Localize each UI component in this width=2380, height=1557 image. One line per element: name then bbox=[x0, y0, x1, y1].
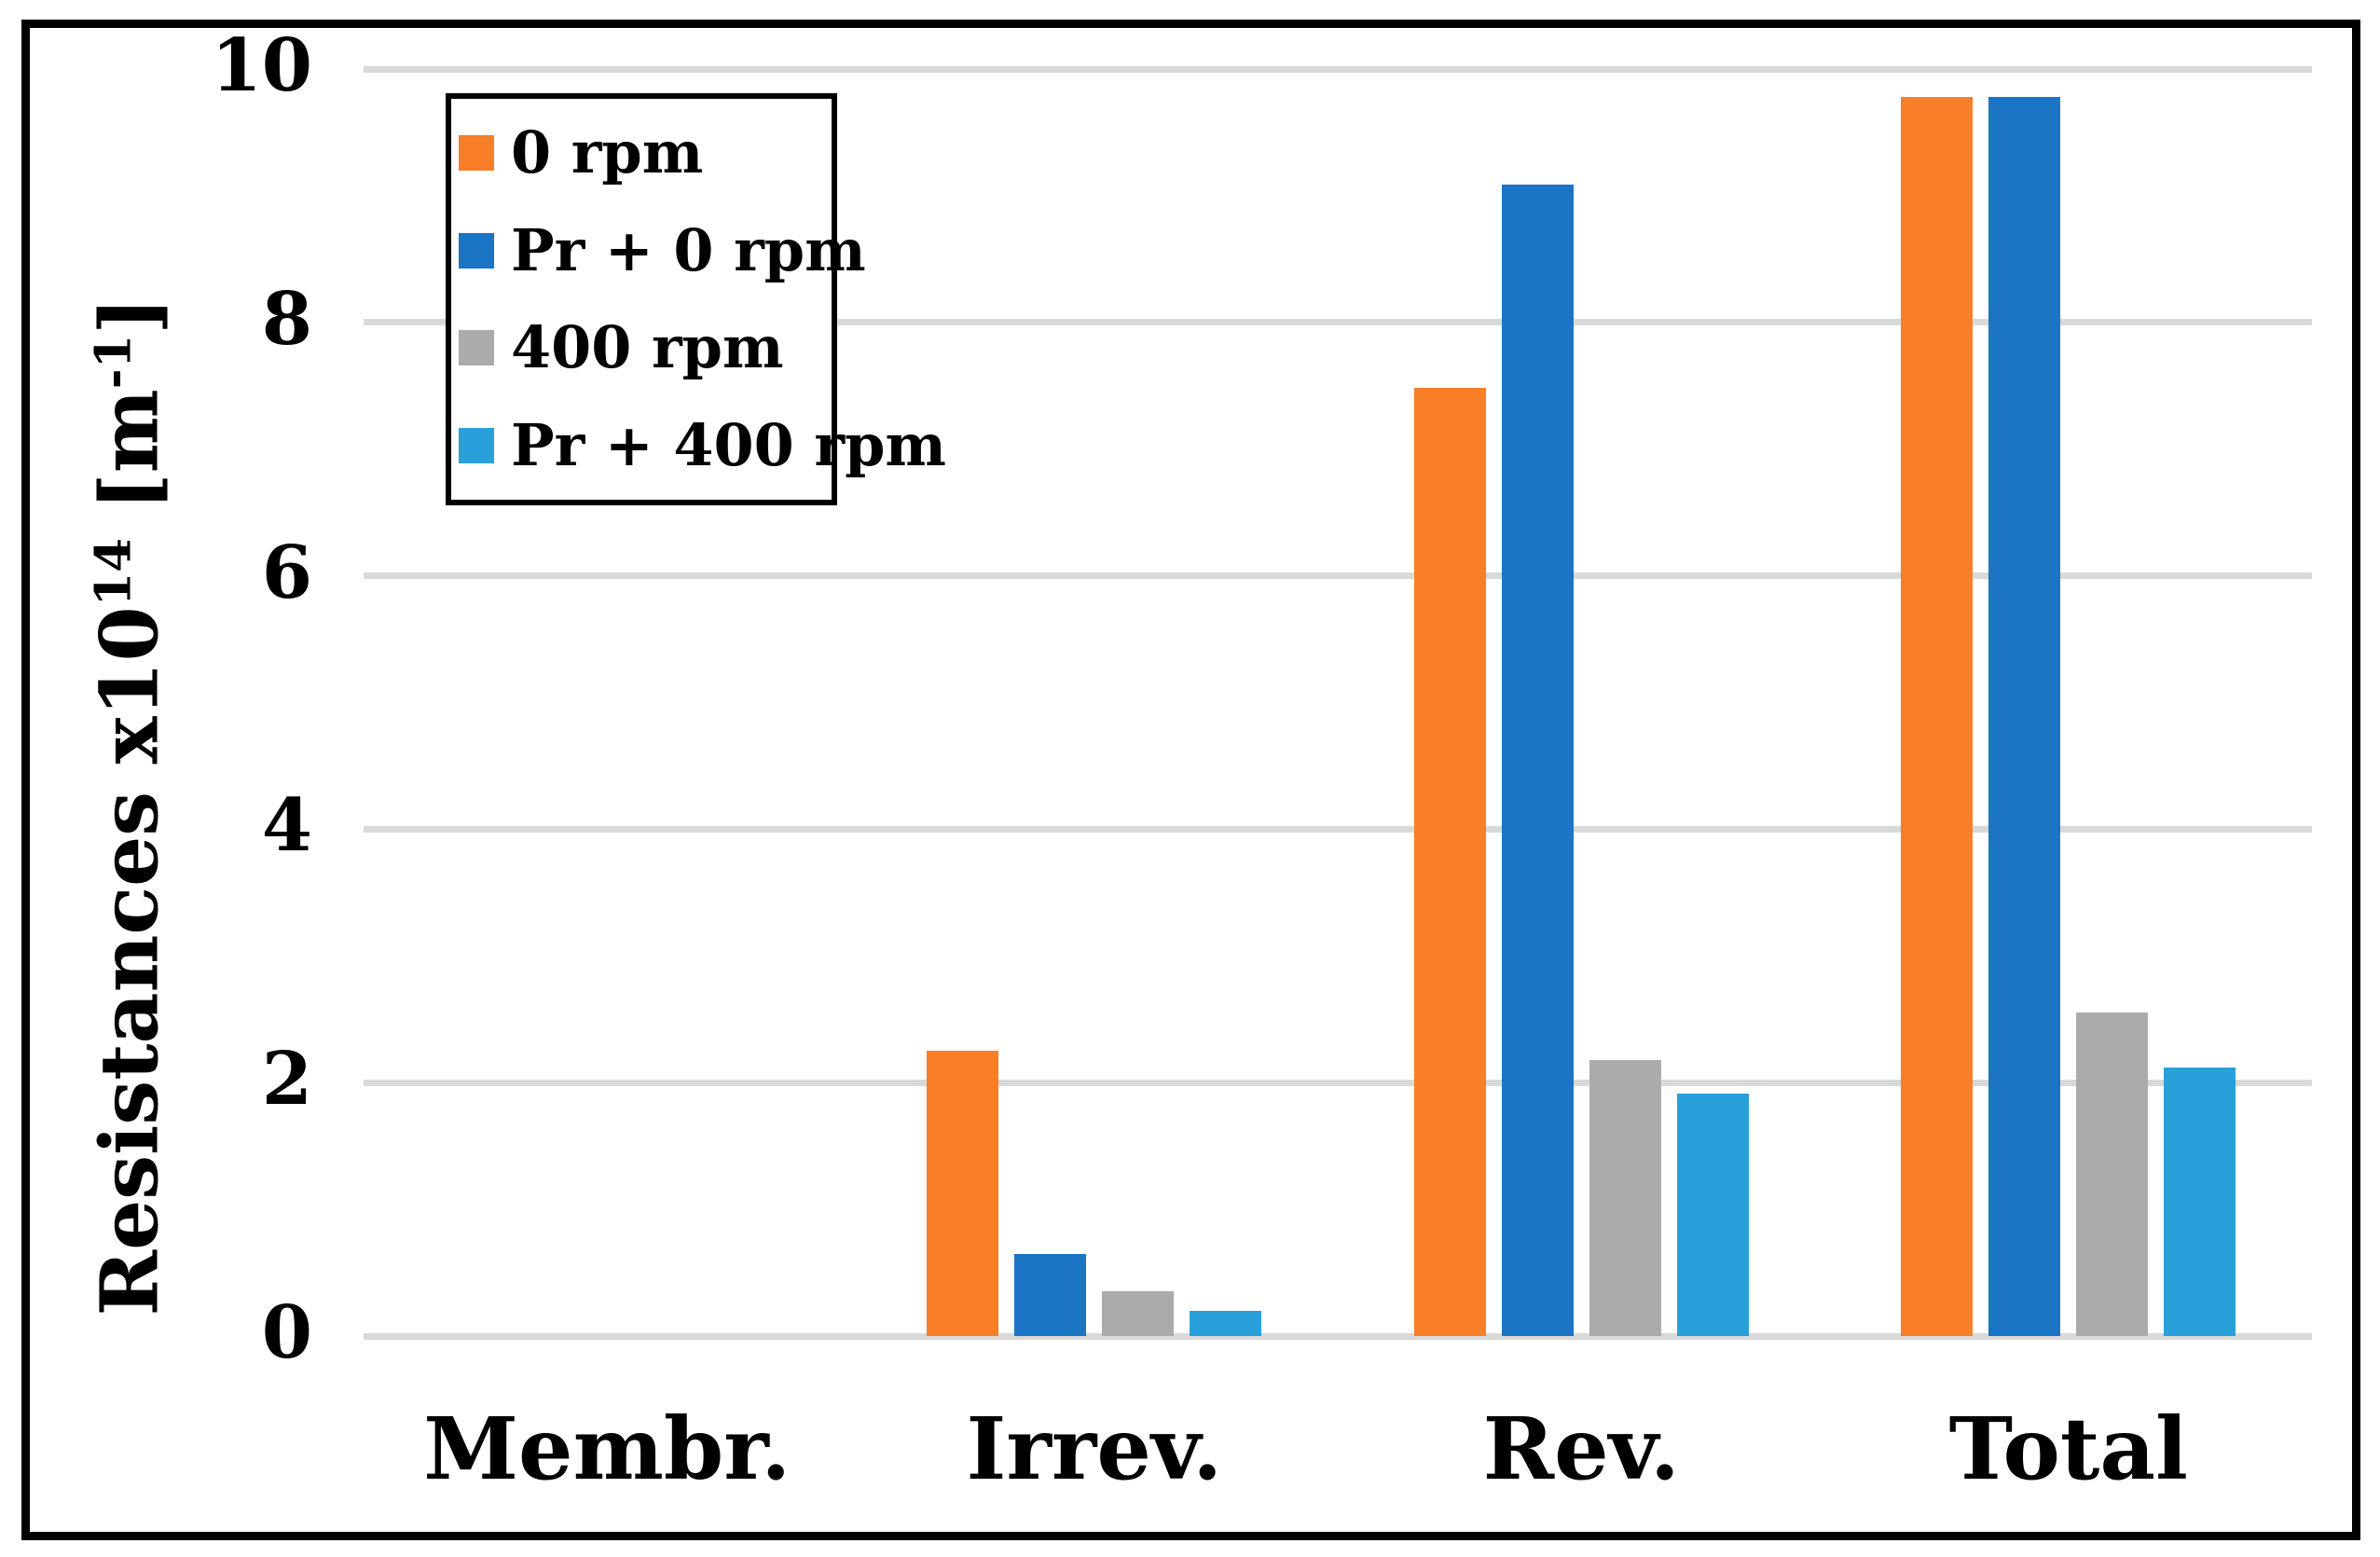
y-tick-label-2: 2 bbox=[261, 1037, 312, 1123]
legend-color-swatch bbox=[459, 427, 494, 463]
legend-item: 0 rpm bbox=[459, 124, 832, 182]
bar-pr-400-rpm-irrev- bbox=[1190, 1311, 1261, 1336]
y-axis-title-text: Resistances x10 bbox=[83, 606, 177, 1316]
legend-label: Pr + 0 rpm bbox=[511, 215, 866, 284]
legend-item: Pr + 0 rpm bbox=[459, 221, 866, 280]
gridline-y-8 bbox=[364, 319, 2312, 326]
bar-0-rpm-total bbox=[1901, 97, 1973, 1336]
bar-pr-400-rpm-total bbox=[2164, 1068, 2236, 1336]
plot-area bbox=[364, 65, 2312, 1340]
gridline-y-4 bbox=[364, 825, 2312, 833]
bar-pr-400-rpm-rev- bbox=[1677, 1094, 1749, 1336]
y-tick-label-0: 0 bbox=[261, 1289, 312, 1375]
y-tick-label-6: 6 bbox=[261, 530, 312, 615]
legend-label: 400 rpm bbox=[511, 313, 784, 382]
x-category-label-total: Total bbox=[1948, 1399, 2188, 1499]
gridline-y-2 bbox=[364, 1079, 2312, 1086]
legend-item: Pr + 400 rpm bbox=[459, 416, 946, 475]
bar-pr-0-rpm-irrev- bbox=[1014, 1254, 1086, 1336]
y-tick-label-4: 4 bbox=[261, 783, 312, 869]
bar-0-rpm-irrev- bbox=[927, 1051, 998, 1336]
gridline-y-0 bbox=[364, 1332, 2312, 1340]
y-tick-label-10: 10 bbox=[211, 22, 312, 108]
x-category-label-membr-: Membr. bbox=[423, 1399, 791, 1499]
bar-pr-0-rpm-rev- bbox=[1502, 185, 1574, 1336]
x-category-label-rev-: Rev. bbox=[1482, 1399, 1680, 1499]
bar-400-rpm-rev- bbox=[1589, 1060, 1661, 1336]
gridline-y-10 bbox=[364, 65, 2312, 73]
gridline-y-6 bbox=[364, 572, 2312, 580]
legend-label: 0 rpm bbox=[511, 118, 704, 187]
y-axis-title-text: [m bbox=[83, 389, 177, 539]
legend-label: Pr + 400 rpm bbox=[511, 410, 947, 479]
bar-400-rpm-total bbox=[2076, 1013, 2148, 1336]
legend-color-swatch bbox=[459, 330, 494, 366]
x-category-label-irrev-: Irrev. bbox=[966, 1399, 1223, 1499]
bar-pr-0-rpm-total bbox=[1988, 97, 2060, 1336]
legend: 0 rpm Pr + 0 rpm 400 rpm Pr + 400 rpm bbox=[446, 93, 946, 505]
y-tick-label-8: 8 bbox=[261, 276, 312, 362]
bar-400-rpm-irrev- bbox=[1102, 1291, 1174, 1336]
legend-color-swatch bbox=[459, 135, 494, 172]
bar-0-rpm-rev- bbox=[1414, 388, 1486, 1336]
legend-item: 400 rpm bbox=[459, 319, 832, 377]
legend-color-swatch bbox=[459, 232, 494, 269]
